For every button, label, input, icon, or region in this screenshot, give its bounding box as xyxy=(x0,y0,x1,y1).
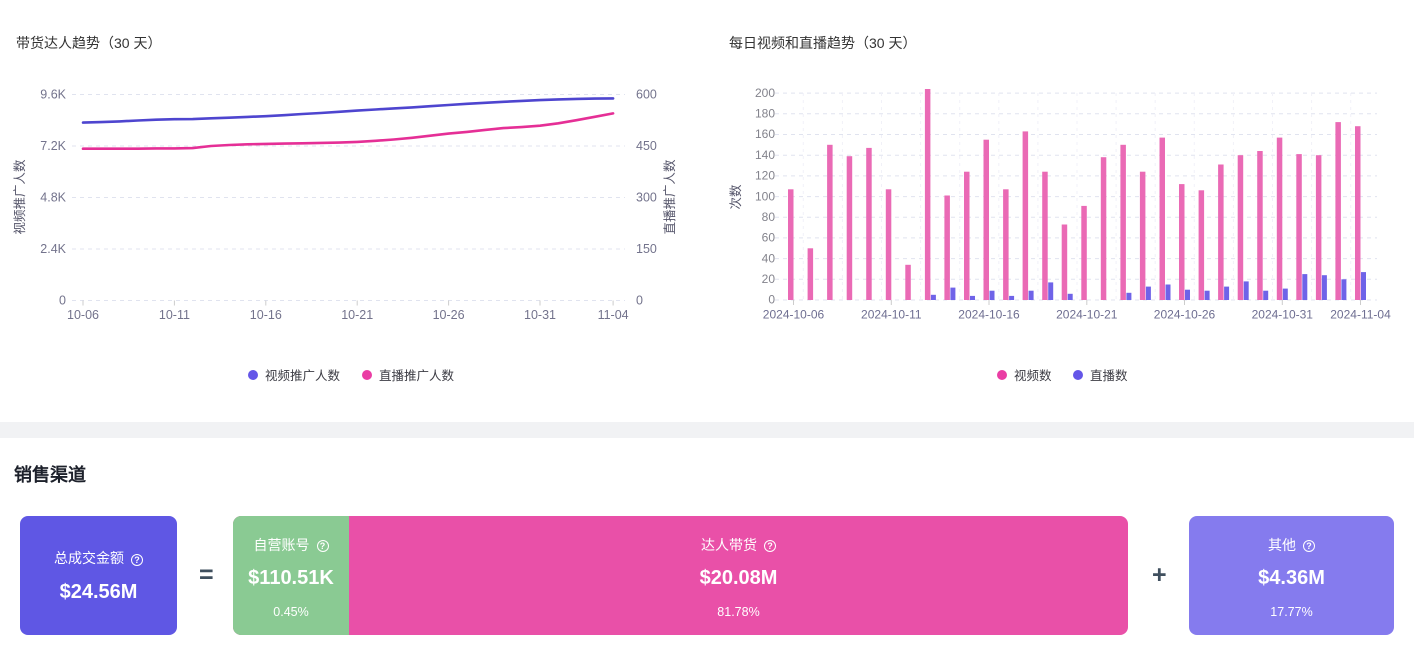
svg-text:150: 150 xyxy=(636,242,657,256)
svg-text:10-31: 10-31 xyxy=(524,308,556,322)
svg-text:600: 600 xyxy=(636,87,657,101)
svg-text:视频数: 视频数 xyxy=(1014,368,1052,383)
svg-text:7.2K: 7.2K xyxy=(40,139,66,153)
svg-text:60: 60 xyxy=(762,231,776,245)
svg-text:100: 100 xyxy=(755,189,775,203)
svg-text:次数: 次数 xyxy=(728,184,743,210)
svg-text:直播推广人数: 直播推广人数 xyxy=(662,159,677,235)
svg-text:4.8K: 4.8K xyxy=(40,190,66,204)
svg-text:10-16: 10-16 xyxy=(250,308,282,322)
svg-text:2024-10-11: 2024-10-11 xyxy=(861,308,922,322)
svg-text:直播数: 直播数 xyxy=(1090,368,1128,383)
svg-text:160: 160 xyxy=(755,127,775,141)
svg-text:2.4K: 2.4K xyxy=(40,242,66,256)
svg-text:直播推广人数: 直播推广人数 xyxy=(379,368,455,383)
svg-text:300: 300 xyxy=(636,190,657,204)
svg-text:200: 200 xyxy=(755,86,775,100)
svg-text:10-11: 10-11 xyxy=(159,308,190,322)
svg-text:2024-11-04: 2024-11-04 xyxy=(1330,308,1391,322)
svg-text:80: 80 xyxy=(762,210,776,224)
svg-text:视频推广人数: 视频推广人数 xyxy=(12,159,27,235)
svg-text:10-21: 10-21 xyxy=(341,308,373,322)
svg-text:带货达人趋势（30 天）: 带货达人趋势（30 天） xyxy=(16,35,161,51)
svg-text:120: 120 xyxy=(755,169,775,183)
svg-text:视频推广人数: 视频推广人数 xyxy=(265,368,341,383)
svg-text:2024-10-21: 2024-10-21 xyxy=(1056,308,1118,322)
svg-text:450: 450 xyxy=(636,139,657,153)
svg-text:0: 0 xyxy=(59,293,66,307)
svg-text:10-26: 10-26 xyxy=(433,308,465,322)
svg-text:2024-10-26: 2024-10-26 xyxy=(1154,308,1216,322)
svg-text:180: 180 xyxy=(755,106,775,120)
svg-text:140: 140 xyxy=(755,148,775,162)
svg-text:11-04: 11-04 xyxy=(598,308,629,322)
svg-text:9.6K: 9.6K xyxy=(40,87,66,101)
svg-text:2024-10-31: 2024-10-31 xyxy=(1252,308,1314,322)
svg-text:每日视频和直播趋势（30 天）: 每日视频和直播趋势（30 天） xyxy=(729,35,916,51)
svg-text:10-06: 10-06 xyxy=(67,308,99,322)
svg-text:0: 0 xyxy=(768,293,775,307)
svg-text:0: 0 xyxy=(636,293,643,307)
svg-text:40: 40 xyxy=(762,251,776,265)
svg-text:2024-10-16: 2024-10-16 xyxy=(958,308,1020,322)
svg-text:2024-10-06: 2024-10-06 xyxy=(763,308,825,322)
svg-text:20: 20 xyxy=(762,272,776,286)
